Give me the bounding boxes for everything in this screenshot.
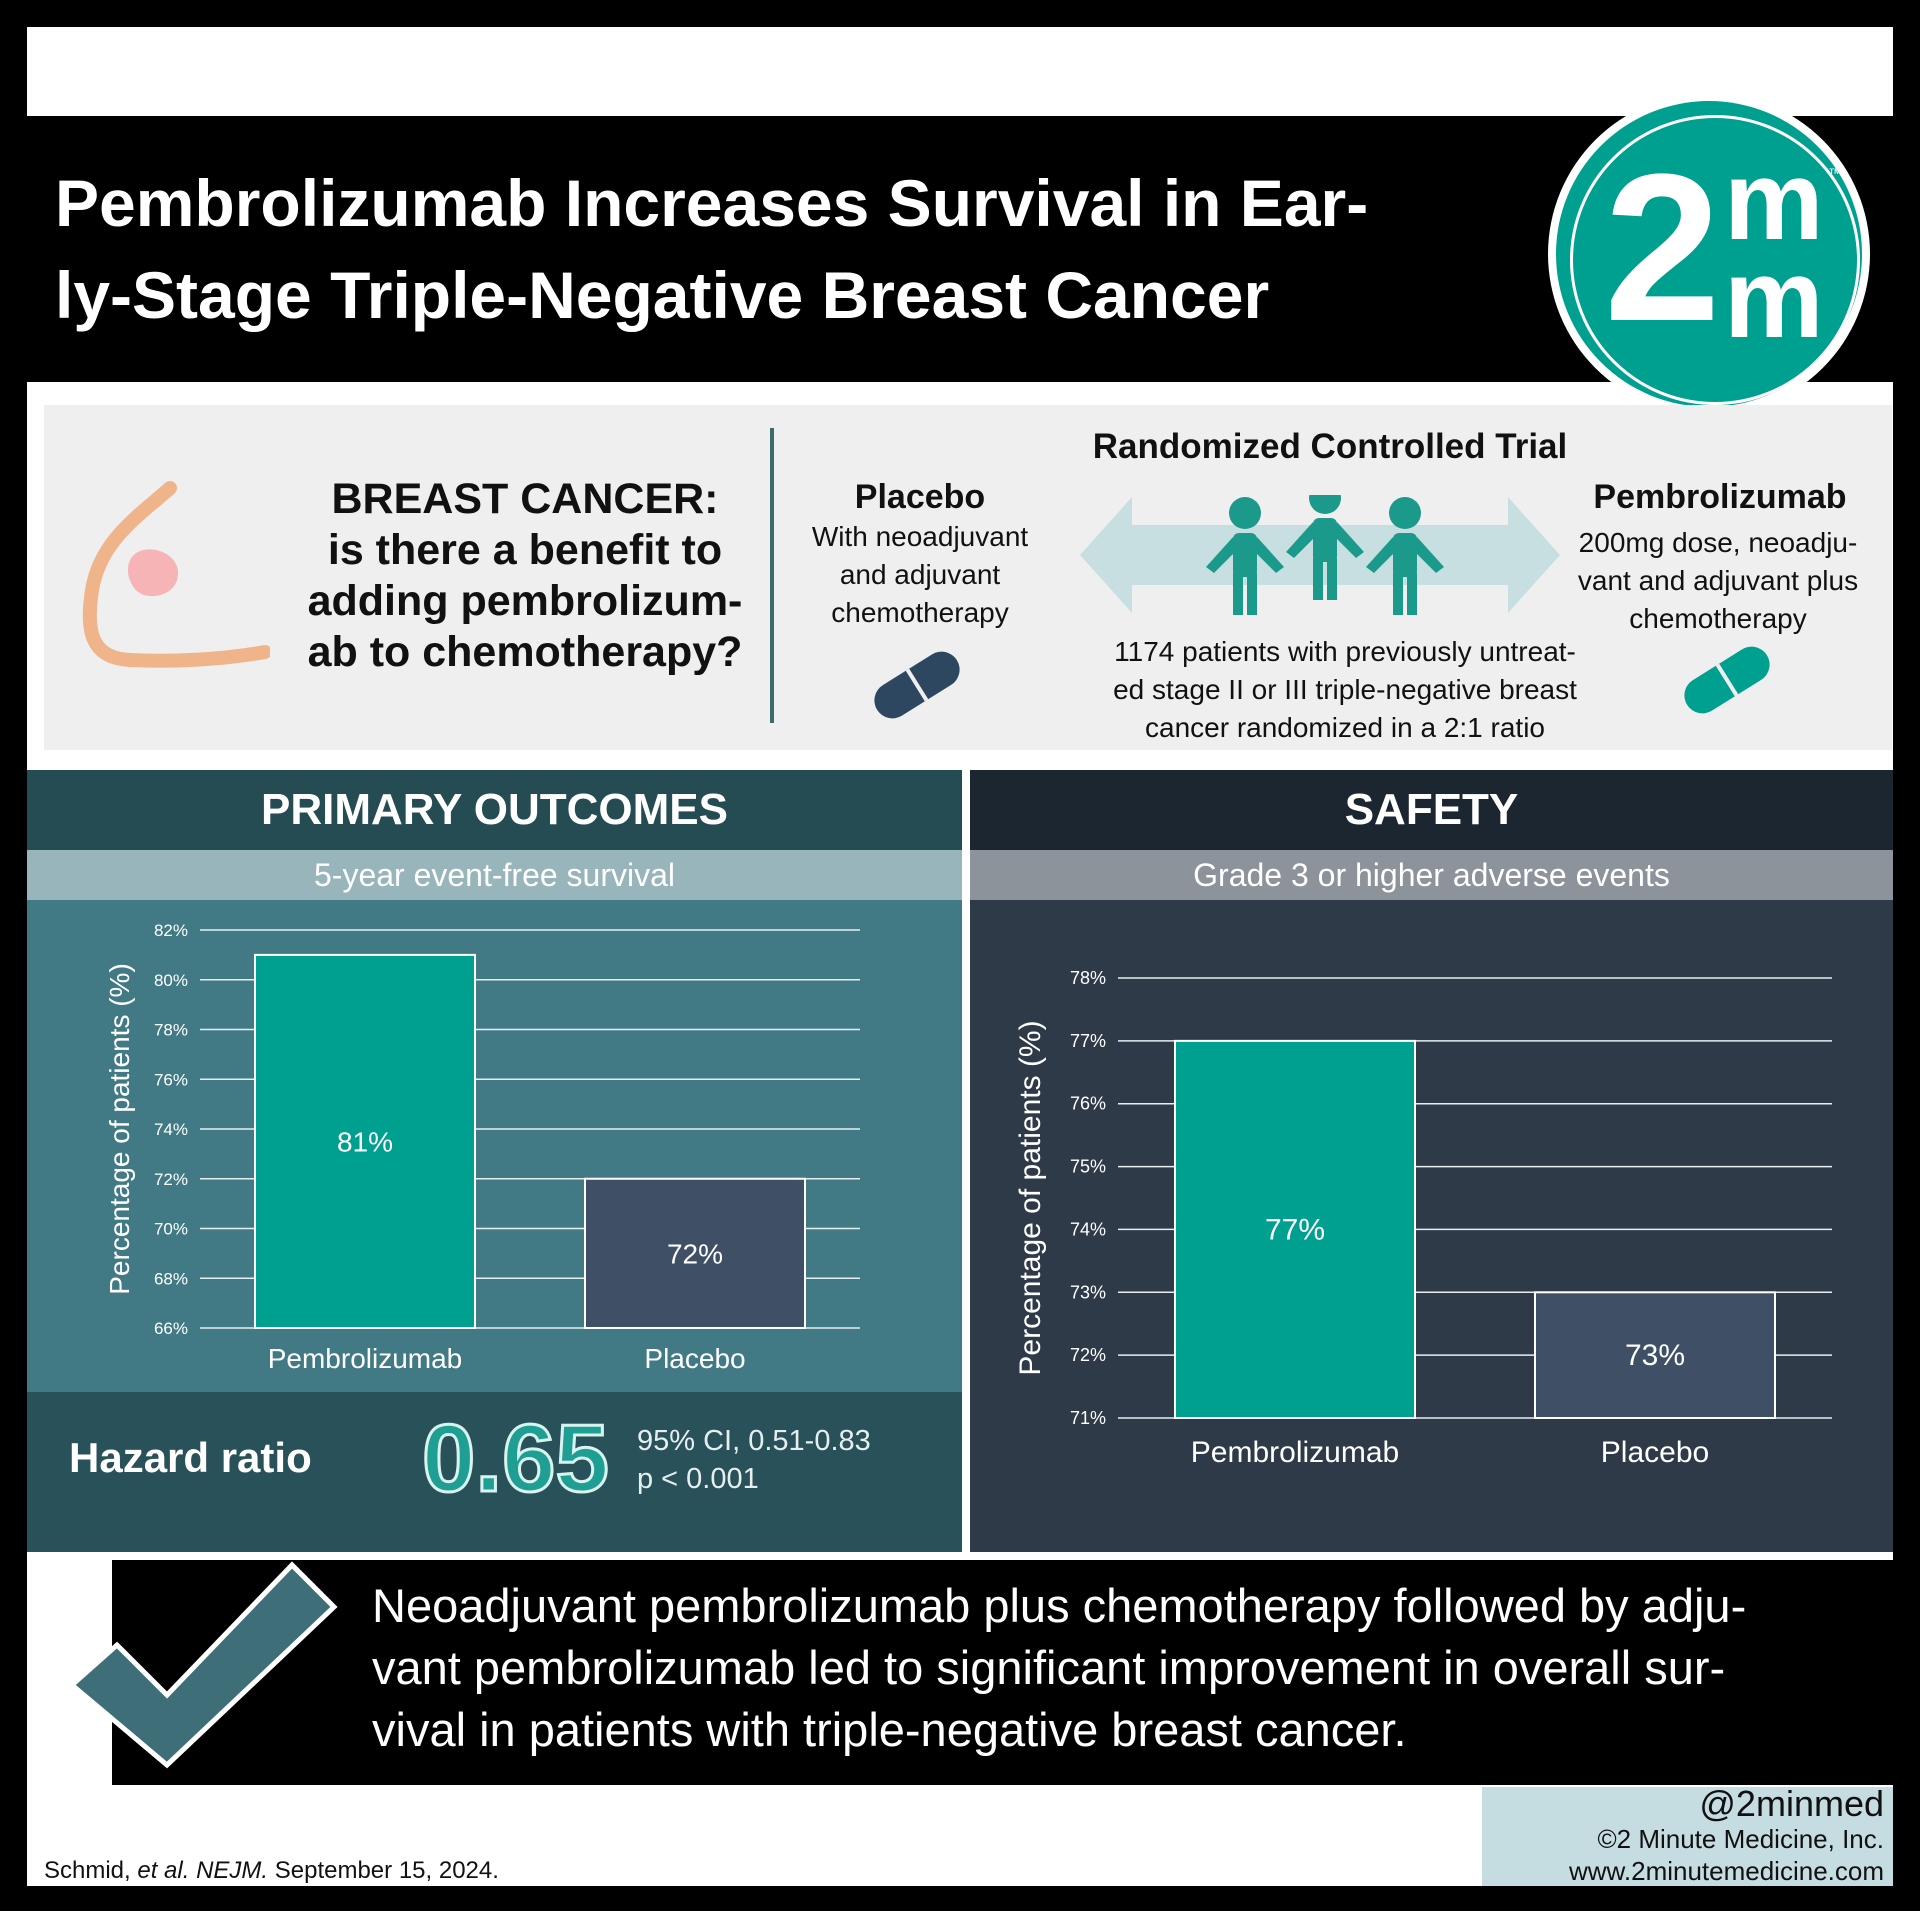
y-tick-label: 78%	[1070, 968, 1106, 988]
x-category-label: Pembrolizumab	[268, 1343, 463, 1374]
intro-panel	[44, 405, 1892, 750]
safety-heading: SAFETY	[970, 770, 1893, 850]
bar-placebo	[1534, 1291, 1776, 1419]
x-category-label: Pembrolizumab	[1191, 1436, 1399, 1469]
placebo-arm-description: With neoadjuvant and adjuvant chemothera…	[780, 518, 1060, 632]
randomization-arrows	[1080, 495, 1560, 615]
primary-outcomes-heading: PRIMARY OUTCOMES	[27, 770, 962, 850]
y-axis-label: Percentage of patients (%)	[1014, 1020, 1047, 1375]
logo-ring	[1570, 115, 1860, 405]
checkmark-icon	[68, 1561, 338, 1769]
section-divider	[770, 428, 774, 723]
website-link[interactable]: www.2minutemedicine.com	[1568, 1856, 1884, 1886]
bar-pembrolizumab	[1174, 1039, 1416, 1419]
question-line: ab to chemotherapy?	[307, 628, 743, 676]
patient-population: 1174 patients with previously untreat- e…	[1045, 633, 1645, 747]
copyright-text: ©2 Minute Medicine, Inc.	[1597, 1824, 1884, 1854]
y-tick-label: 68%	[154, 1269, 188, 1288]
y-tick-label: 78%	[154, 1021, 188, 1040]
p-value: p < 0.001	[637, 1463, 759, 1495]
pembrolizumab-arm-description: 200mg dose, neoadju- vant and adjuvant p…	[1548, 524, 1888, 638]
y-tick-label: 74%	[1070, 1219, 1106, 1239]
y-tick-label: 70%	[154, 1220, 188, 1239]
x-category-label: Placebo	[1601, 1436, 1709, 1469]
bar-value-label: 72%	[667, 1238, 723, 1269]
bar-value-label: 73%	[1625, 1339, 1685, 1372]
hazard-ratio-stats: 95% CI, 0.51-0.83 p < 0.001	[637, 1422, 871, 1498]
citation-author: Schmid,	[44, 1857, 131, 1884]
primary-outcomes-subheading: 5-year event-free survival	[27, 850, 962, 900]
y-tick-label: 76%	[1070, 1094, 1106, 1114]
placebo-desc-line: With neoadjuvant	[811, 521, 1029, 552]
pembro-desc-line: chemotherapy	[1629, 603, 1807, 634]
page-title: Pembrolizumab Increases Survival in Ear-…	[55, 166, 1369, 332]
bar-value-label: 81%	[337, 1126, 393, 1157]
logo-numeral: 2	[1604, 130, 1721, 365]
brand-logo: 2 m m ™	[1548, 93, 1870, 415]
patients-line: 1174 patients with previously untreat-	[1114, 636, 1576, 667]
bar-pembrolizumab	[254, 953, 476, 1329]
hazard-ratio-box: Hazard ratio 0.65 95% CI, 0.51-0.83 p < …	[27, 1392, 962, 1552]
patients-line: ed stage II or III triple-negative breas…	[1113, 674, 1577, 705]
hazard-ratio-label: Hazard ratio	[69, 1434, 312, 1481]
citation: Schmid, et al. NEJM. September 15, 2024.	[44, 1857, 499, 1885]
adverse-events-bar-chart: 71% 72% 73% 74% 75% 76% 77% 78% 77% Pembrolizumab…	[1014, 968, 1832, 1469]
placebo-pill-icon	[874, 651, 960, 719]
confidence-interval: 95% CI, 0.51-0.83	[637, 1425, 871, 1457]
question-line: adding pembrolizum-	[307, 577, 743, 625]
y-tick-label: 74%	[154, 1120, 188, 1139]
x-category-label: Placebo	[644, 1343, 745, 1374]
placebo-arm-title: Placebo	[854, 478, 986, 516]
placebo-desc-line: chemotherapy	[831, 597, 1009, 628]
y-tick-label: 72%	[1070, 1345, 1106, 1365]
question-line: BREAST CANCER:	[331, 475, 719, 523]
primary-outcomes-panel: PRIMARY OUTCOMES 5-year event-free survi…	[27, 770, 962, 1552]
y-tick-label: 71%	[1070, 1408, 1106, 1428]
trial-design-title: Randomized Controlled Trial	[1092, 427, 1568, 466]
question-line: is there a benefit to	[327, 526, 723, 574]
footer-brand-box	[1482, 1787, 1893, 1886]
placebo-desc-line: and adjuvant	[839, 559, 1001, 590]
conclusion-box	[112, 1560, 1893, 1785]
safety-subheading: Grade 3 or higher adverse events	[970, 850, 1893, 900]
bar-placebo	[584, 1177, 806, 1329]
citation-date: September 15, 2024.	[274, 1857, 499, 1884]
pembrolizumab-pill-icon	[1684, 646, 1770, 714]
y-tick-label: 72%	[154, 1170, 188, 1189]
bar-value-label: 77%	[1265, 1213, 1325, 1246]
logo-letter-top: m	[1724, 138, 1824, 263]
pembro-desc-line: 200mg dose, neoadju-	[1578, 527, 1858, 558]
logo-disc: 2 m m ™	[1556, 101, 1862, 407]
conclusion-text: Neoadjuvant pembrolizumab plus chemother…	[372, 1579, 1747, 1756]
trial-question: BREAST CANCER: is there a benefit to add…	[285, 474, 765, 678]
y-tick-label: 73%	[1070, 1282, 1106, 1302]
breast-icon	[82, 481, 270, 668]
y-axis-label: Percentage of patients (%)	[104, 963, 135, 1295]
pembrolizumab-arm-title: Pembrolizumab	[1593, 478, 1847, 516]
efs-bar-chart: 66% 68% 70% 72% 74% 76% 78% 80% 82% 81% Pembrolizu…	[104, 921, 860, 1374]
people-icon	[1206, 495, 1444, 615]
logo-trademark: ™	[1828, 165, 1842, 181]
y-tick-label: 77%	[1070, 1031, 1106, 1051]
logo-letter-bottom: m	[1724, 236, 1824, 361]
patients-line: cancer randomized in a 2:1 ratio	[1145, 712, 1545, 743]
pembro-desc-line: vant and adjuvant plus	[1577, 565, 1859, 596]
y-tick-label: 75%	[1070, 1157, 1106, 1177]
social-handle[interactable]: @2minmed	[1699, 1783, 1884, 1824]
y-tick-label: 82%	[154, 921, 188, 940]
citation-journal: NEJM.	[196, 1857, 269, 1884]
y-tick-label: 66%	[154, 1319, 188, 1338]
safety-panel: SAFETY Grade 3 or higher adverse events …	[970, 770, 1893, 1552]
y-tick-label: 76%	[154, 1070, 188, 1089]
y-tick-label: 80%	[154, 971, 188, 990]
hazard-ratio-value: 0.65	[421, 1404, 611, 1514]
citation-etal: et al.	[137, 1857, 190, 1884]
